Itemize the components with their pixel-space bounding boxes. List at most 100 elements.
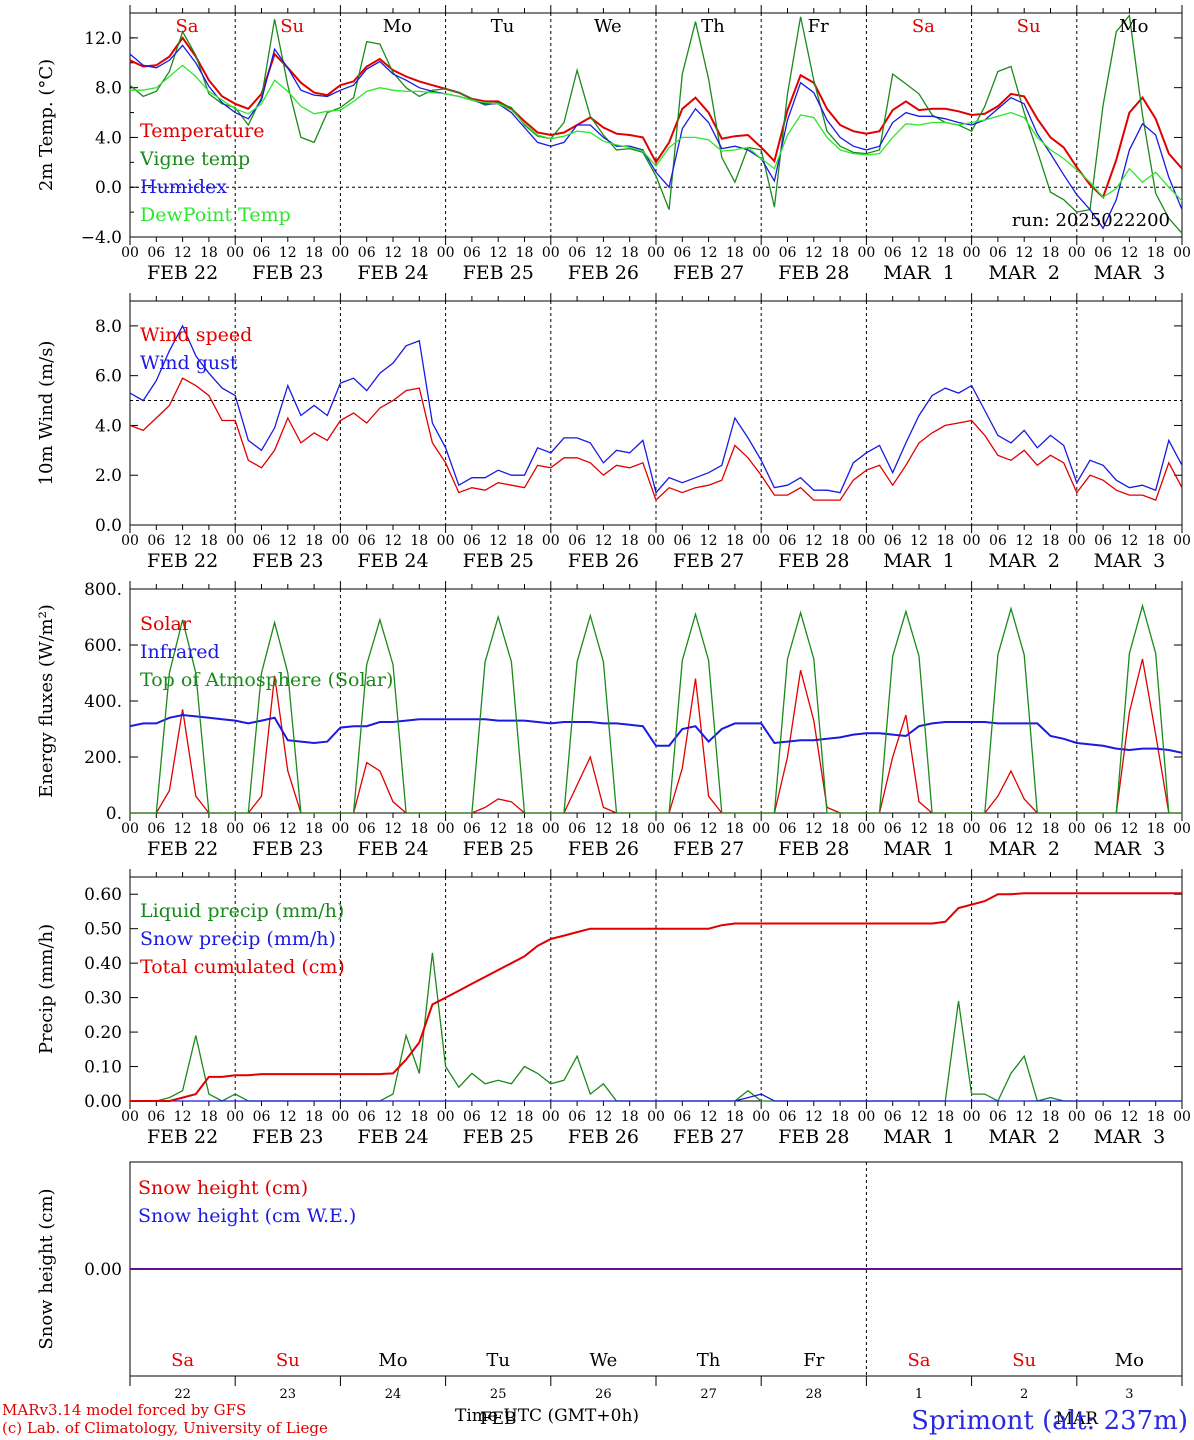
wind-legend-0: Wind speed (140, 324, 252, 346)
snow-day-name: Mo (378, 1350, 407, 1371)
precip-hour-label: 12 (174, 1109, 192, 1125)
wind-date-label: FEB 22 (147, 550, 218, 572)
precip-hour-label: 06 (989, 1109, 1007, 1125)
wind-hour-label: 18 (305, 533, 323, 549)
precip-hour-label: 12 (489, 1109, 507, 1125)
temp-hour-label: 18 (1042, 245, 1060, 261)
wind-series-1-line (129, 324, 1183, 494)
temp-hour-label: 12 (1120, 245, 1138, 261)
precip-hour-label: 06 (1094, 1109, 1112, 1125)
precip-hour-label: 06 (884, 1109, 902, 1125)
temp-hour-label: 18 (305, 245, 323, 261)
precip-hour-label: 12 (279, 1109, 297, 1125)
precip-hour-label: 12 (1120, 1109, 1138, 1125)
energy-hour-label: 18 (1042, 821, 1060, 837)
energy-date-label: MAR 2 (988, 838, 1060, 860)
precip-date-label: FEB 22 (147, 1126, 218, 1148)
precip-date-label: FEB 25 (463, 1126, 534, 1148)
temp-y-axis-label: 2m Temp. (°C) (36, 59, 57, 191)
snow-day-number: 27 (700, 1387, 717, 1402)
temp-hour-label: 18 (936, 245, 954, 261)
energy-y-tick-label: 800. (84, 580, 122, 600)
precip-hour-label: 18 (726, 1109, 744, 1125)
precip-hour-label: 18 (516, 1109, 534, 1125)
wind-hour-label: 00 (1068, 533, 1086, 549)
energy-date-label: MAR 3 (1094, 838, 1166, 860)
temp-y-tick-label: −4.0 (81, 228, 122, 248)
energy-hour-label: 12 (174, 821, 192, 837)
temp-day-name: Sa (912, 16, 935, 37)
energy-y-tick-label: 200. (84, 748, 122, 768)
energy-hour-label: 06 (253, 821, 271, 837)
mar-month-label: MAR (1056, 1409, 1100, 1429)
wind-hour-label: 00 (752, 533, 770, 549)
wind-hour-label: 18 (831, 533, 849, 549)
temp-y-tick-label: 12.0 (84, 29, 122, 49)
snow-day-name: Su (276, 1350, 300, 1371)
precip-hour-label: 12 (384, 1109, 402, 1125)
snow-day-number: 24 (385, 1387, 402, 1402)
snow-day-name: We (590, 1350, 618, 1371)
wind-hour-label: 12 (279, 533, 297, 549)
energy-hour-label: 18 (516, 821, 534, 837)
energy-hour-label: 00 (331, 821, 349, 837)
energy-plot-frame (129, 588, 1183, 814)
precip-y-tick-label: 0.30 (84, 989, 122, 1009)
wind-hour-label: 12 (1120, 533, 1138, 549)
precip-hour-label: 06 (147, 1109, 165, 1125)
wind-series-0-line (129, 377, 1183, 502)
wind-y-axis-label: 10m Wind (m/s) (36, 341, 57, 486)
precip-hour-label: 00 (647, 1109, 665, 1125)
temp-hour-label: 06 (989, 245, 1007, 261)
precip-date-label: FEB 28 (778, 1126, 849, 1148)
energy-hour-label: 06 (989, 821, 1007, 837)
wind-hour-label: 06 (358, 533, 376, 549)
wind-y-tick-label: 8.0 (95, 317, 122, 337)
energy-hour-label: 00 (437, 821, 455, 837)
temp-hour-label: 00 (1173, 245, 1191, 261)
energy-date-label: FEB 25 (463, 838, 534, 860)
snow-day-name: Sa (171, 1350, 194, 1371)
temp-hour-label: 18 (200, 245, 218, 261)
wind-hour-label: 18 (726, 533, 744, 549)
energy-y-tick-label: 600. (84, 636, 122, 656)
energy-date-label: FEB 26 (568, 838, 639, 860)
precip-y-tick-label: 0.60 (84, 885, 122, 905)
temp-hour-label: 18 (1147, 245, 1165, 261)
wind-hour-label: 12 (1015, 533, 1033, 549)
temp-y-tick-label: 0.0 (95, 178, 122, 198)
wind-hour-label: 12 (384, 533, 402, 549)
temp-hour-label: 06 (463, 245, 481, 261)
snow-day-name: Mo (1115, 1350, 1144, 1371)
snow-day-number: 22 (174, 1387, 191, 1402)
temp-hour-label: 00 (542, 245, 560, 261)
wind-hour-label: 18 (410, 533, 428, 549)
wind-hour-label: 06 (253, 533, 271, 549)
precip-hour-label: 00 (226, 1109, 244, 1125)
wind-hour-label: 00 (857, 533, 875, 549)
precip-date-label: MAR 2 (988, 1126, 1060, 1148)
wind-hour-label: 00 (542, 533, 560, 549)
precip-date-label: FEB 27 (673, 1126, 744, 1148)
precip-hour-label: 00 (752, 1109, 770, 1125)
energy-hour-label: 00 (1173, 821, 1191, 837)
energy-legend-0: Solar (140, 613, 192, 635)
energy-hour-label: 00 (226, 821, 244, 837)
precip-hour-label: 00 (542, 1109, 560, 1125)
wind-hour-label: 00 (647, 533, 665, 549)
temp-hour-label: 18 (621, 245, 639, 261)
temp-day-name: We (594, 16, 622, 37)
precip-y-tick-label: 0.50 (84, 920, 122, 940)
wind-hour-label: 18 (516, 533, 534, 549)
energy-hour-label: 00 (857, 821, 875, 837)
energy-hour-label: 18 (305, 821, 323, 837)
snow-legend-0: Snow height (cm) (138, 1177, 308, 1199)
precip-hour-label: 00 (437, 1109, 455, 1125)
energy-hour-label: 00 (963, 821, 981, 837)
wind-hour-label: 00 (1173, 533, 1191, 549)
temp-y-tick-label: 4.0 (95, 128, 122, 148)
temp-date-label: MAR 2 (988, 262, 1060, 284)
precip-hour-label: 00 (1173, 1109, 1191, 1125)
wind-hour-label: 00 (437, 533, 455, 549)
temp-hour-label: 12 (805, 245, 823, 261)
